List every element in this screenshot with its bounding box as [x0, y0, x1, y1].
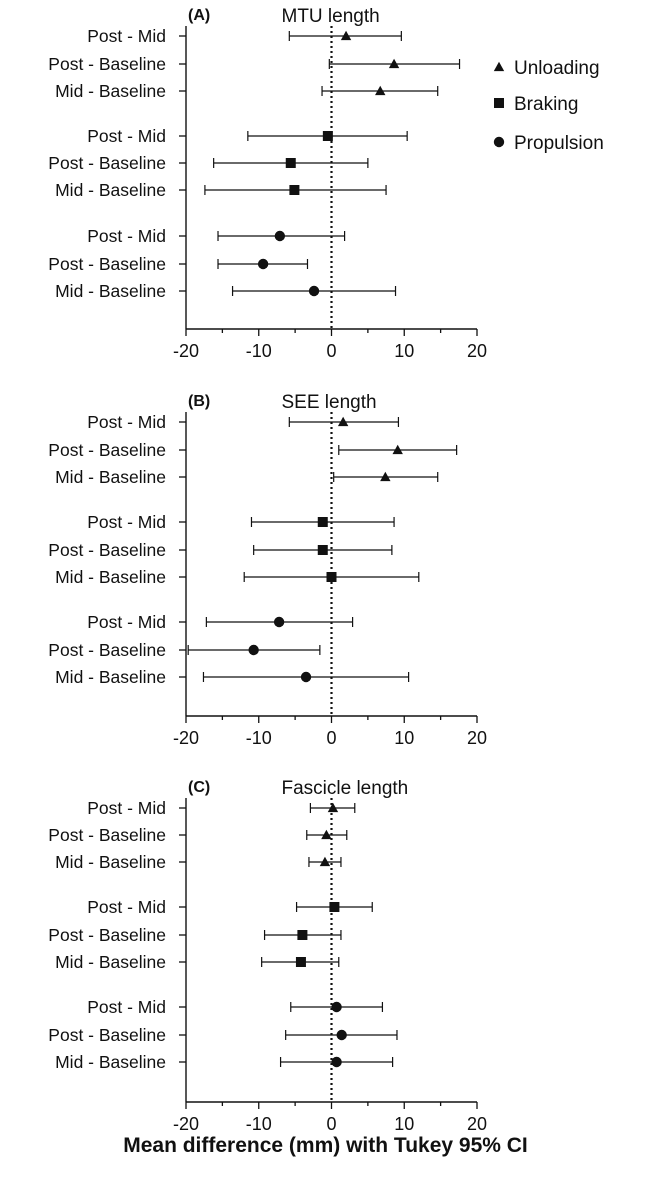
x-tick-label-see-length: 0 [326, 728, 336, 748]
x-tick-label-mtu-length: 0 [326, 341, 336, 361]
point-unloading-fascicle-length [319, 856, 331, 867]
row-label-see-length: Post - Mid [87, 612, 166, 632]
x-tick-label-fascicle-length: 10 [394, 1114, 414, 1134]
row-label-mtu-length: Mid - Baseline [55, 180, 166, 200]
panel-label-see-length: (B) [188, 393, 210, 410]
point-unloading-fascicle-length [327, 802, 339, 813]
row-label-mtu-length: Post - Baseline [48, 153, 166, 173]
point-braking-see-length [317, 545, 328, 555]
row-label-see-length: Post - Baseline [48, 440, 166, 460]
panel-label-fascicle-length: (C) [188, 779, 210, 796]
row-label-fascicle-length: Post - Mid [87, 798, 166, 818]
point-propulsion-mtu-length [257, 258, 269, 270]
point-unloading-see-length [337, 416, 349, 427]
row-label-see-length: Post - Baseline [48, 540, 166, 560]
panel-title-mtu-length: MTU length [282, 6, 380, 27]
legend-label-braking: Braking [514, 94, 578, 115]
x-tick-label-mtu-length: -20 [173, 341, 199, 361]
point-propulsion-see-length [248, 644, 259, 656]
row-label-see-length: Post - Baseline [48, 640, 166, 660]
row-label-fascicle-length: Post - Mid [87, 897, 166, 917]
legend-marker-braking [494, 98, 504, 108]
row-label-mtu-length: Mid - Baseline [55, 81, 166, 101]
x-tick-label-see-length: -10 [246, 728, 272, 748]
point-braking-mtu-length [285, 158, 296, 168]
row-label-mtu-length: Mid - Baseline [55, 281, 166, 301]
x-tick-label-mtu-length: 20 [467, 341, 487, 361]
legend-label-unloading: Unloading [514, 58, 600, 79]
row-label-mtu-length: Post - Baseline [48, 54, 166, 74]
row-label-mtu-length: Post - Baseline [48, 254, 166, 274]
row-label-fascicle-length: Post - Baseline [48, 1025, 166, 1045]
point-propulsion-fascicle-length [331, 1056, 342, 1068]
x-tick-label-fascicle-length: 20 [467, 1114, 487, 1134]
panel-title-see-length: SEE length [282, 392, 377, 413]
panel-title-fascicle-length: Fascicle length [282, 778, 409, 799]
point-braking-fascicle-length [297, 930, 308, 940]
row-label-mtu-length: Post - Mid [87, 26, 166, 46]
legend-marker-unloading [493, 61, 505, 72]
point-propulsion-see-length [300, 671, 312, 683]
x-tick-label-fascicle-length: -10 [246, 1114, 272, 1134]
point-propulsion-see-length [273, 616, 285, 628]
point-propulsion-mtu-length [308, 285, 320, 297]
x-tick-label-mtu-length: -10 [246, 341, 272, 361]
row-label-mtu-length: Post - Mid [87, 126, 166, 146]
panel-label-mtu-length: (A) [188, 7, 210, 24]
point-unloading-mtu-length [340, 30, 352, 41]
x-tick-label-fascicle-length: 0 [326, 1114, 336, 1134]
point-braking-mtu-length [289, 185, 300, 195]
row-label-see-length: Post - Mid [87, 512, 166, 532]
point-propulsion-fascicle-length [336, 1029, 347, 1041]
point-braking-see-length [326, 572, 337, 582]
point-unloading-fascicle-length [321, 829, 332, 840]
point-braking-see-length [317, 517, 328, 527]
point-braking-fascicle-length [295, 957, 306, 967]
x-tick-label-see-length: -20 [173, 728, 199, 748]
row-label-fascicle-length: Mid - Baseline [55, 952, 166, 972]
row-label-see-length: Mid - Baseline [55, 567, 166, 587]
x-tick-label-fascicle-length: -20 [173, 1114, 199, 1134]
x-axis-title: Mean difference (mm) with Tukey 95% CI [123, 1134, 528, 1157]
row-label-fascicle-length: Mid - Baseline [55, 852, 166, 872]
x-tick-label-see-length: 10 [394, 728, 414, 748]
point-propulsion-mtu-length [274, 230, 286, 242]
row-label-fascicle-length: Post - Baseline [48, 925, 166, 945]
point-braking-mtu-length [322, 131, 333, 141]
point-unloading-mtu-length [388, 58, 400, 69]
x-tick-label-see-length: 20 [467, 728, 487, 748]
row-label-mtu-length: Post - Mid [87, 226, 166, 246]
row-label-fascicle-length: Post - Baseline [48, 825, 166, 845]
row-label-fascicle-length: Mid - Baseline [55, 1052, 166, 1072]
row-label-see-length: Mid - Baseline [55, 667, 166, 687]
row-label-see-length: Mid - Baseline [55, 467, 166, 487]
point-propulsion-fascicle-length [331, 1001, 342, 1013]
row-label-see-length: Post - Mid [87, 412, 166, 432]
row-label-fascicle-length: Post - Mid [87, 997, 166, 1017]
legend-marker-propulsion [493, 136, 505, 148]
point-unloading-see-length [392, 444, 403, 455]
x-tick-label-mtu-length: 10 [394, 341, 414, 361]
point-unloading-mtu-length [375, 85, 386, 96]
point-unloading-see-length [380, 471, 391, 482]
legend-label-propulsion: Propulsion [514, 133, 604, 154]
point-braking-fascicle-length [329, 902, 340, 912]
